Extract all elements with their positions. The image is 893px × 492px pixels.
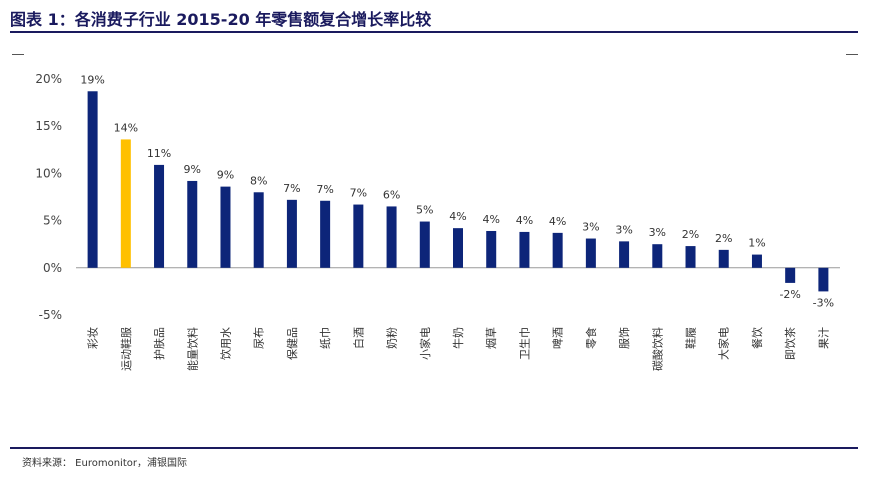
data-label: 2% <box>715 232 732 245</box>
data-label: 7% <box>350 187 367 200</box>
category-label: 饮用水 <box>219 327 232 360</box>
category-label: 运动鞋服 <box>119 327 133 371</box>
data-label: 5% <box>416 204 433 217</box>
data-label: 6% <box>383 188 400 201</box>
data-label: 4% <box>449 210 466 223</box>
bar <box>419 221 430 268</box>
title-divider <box>10 31 858 33</box>
corner-mark-left <box>12 54 24 55</box>
bar <box>619 241 630 268</box>
bar <box>818 267 829 292</box>
bar <box>120 139 131 268</box>
source-note: 资料来源： Euromonitor，浦银国际 <box>22 458 187 469</box>
data-label: 19% <box>80 73 104 86</box>
bar <box>154 164 165 268</box>
bar <box>652 244 663 268</box>
category-label: 啤酒 <box>551 327 565 349</box>
bar <box>519 231 530 268</box>
data-label: 7% <box>316 183 333 196</box>
bar <box>685 246 696 268</box>
category-label: 护肤品 <box>152 327 166 360</box>
data-label: 3% <box>582 221 599 234</box>
bar <box>718 249 729 268</box>
category-label: 小家电 <box>418 327 432 360</box>
category-label: 纸巾 <box>318 327 332 349</box>
data-label: -3% <box>813 296 834 309</box>
chart-title: 图表 1：各消费子行业 2015-20 年零售额复合增长率比较 <box>10 10 432 29</box>
footer-divider <box>10 447 858 449</box>
category-label: 服饰 <box>617 327 631 349</box>
category-label: 能量饮料 <box>185 327 199 371</box>
y-tick-label: -5% <box>39 308 62 322</box>
y-tick-label: 0% <box>43 261 62 275</box>
data-label: 14% <box>114 121 138 134</box>
category-label: 卫生巾 <box>517 327 531 360</box>
category-label: 碳酸饮料 <box>650 327 664 371</box>
bar <box>453 228 463 268</box>
data-label: -2% <box>779 288 800 301</box>
bar <box>486 230 497 268</box>
data-label: 3% <box>649 226 666 239</box>
category-label: 尿布 <box>253 327 266 349</box>
bar <box>87 91 98 268</box>
category-label: 奶粉 <box>385 327 399 349</box>
category-label: 牛奶 <box>451 327 465 349</box>
corner-mark-right <box>846 54 858 55</box>
data-label: 4% <box>482 213 499 226</box>
category-label: 大家电 <box>717 327 731 360</box>
category-label: 零食 <box>584 327 598 349</box>
data-label: 4% <box>549 215 566 228</box>
bar <box>220 186 231 268</box>
category-label: 即饮茶 <box>784 327 797 360</box>
data-label: 1% <box>748 237 765 250</box>
y-tick-label: 5% <box>43 214 62 228</box>
category-label: 餐饮 <box>750 327 764 349</box>
bar <box>585 238 596 268</box>
bar <box>785 267 796 283</box>
y-tick-label: 10% <box>35 166 62 180</box>
data-label: 3% <box>615 223 632 236</box>
category-label: 烟草 <box>484 327 498 349</box>
data-label: 9% <box>217 169 234 182</box>
y-tick-label: 15% <box>35 119 62 133</box>
bar-chart: 20% 15% 10% 5% 0% -5% 19% 彩妆 14% 运动鞋服 11% 护肤品 9% 能量饮料… <box>35 72 840 371</box>
bar <box>253 192 264 268</box>
bar <box>751 254 762 268</box>
data-label: 9% <box>184 163 201 176</box>
category-label: 白酒 <box>351 327 365 349</box>
bar <box>552 232 563 268</box>
bar <box>286 199 297 268</box>
bar <box>187 180 198 268</box>
category-label: 鞋履 <box>684 327 698 349</box>
data-label: 11% <box>147 147 171 160</box>
data-label: 7% <box>283 182 300 195</box>
data-label: 4% <box>516 214 533 227</box>
data-label: 8% <box>250 174 267 187</box>
category-label: 彩妆 <box>87 327 100 349</box>
y-tick-label: 20% <box>35 72 62 86</box>
bar <box>386 206 397 268</box>
bar <box>320 200 331 268</box>
category-label: 保健品 <box>285 327 299 360</box>
category-label: 果汁 <box>817 327 830 349</box>
data-label: 2% <box>682 228 699 241</box>
bar <box>353 204 364 268</box>
